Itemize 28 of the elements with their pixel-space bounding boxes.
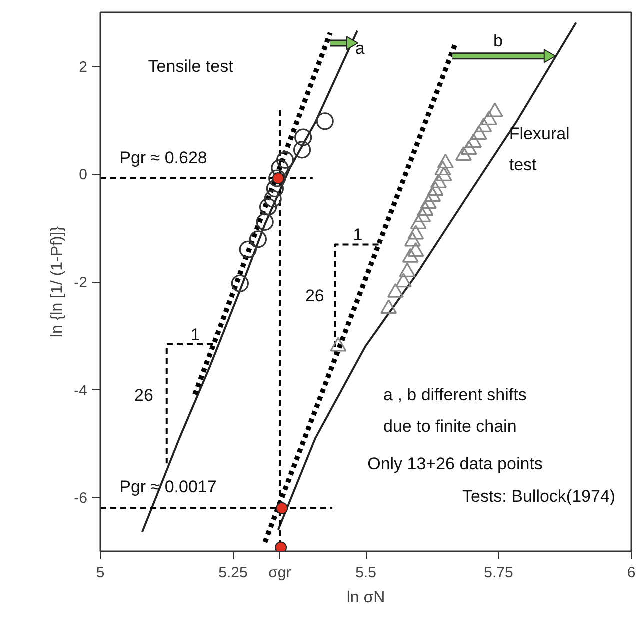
annotation: Flexural (509, 124, 570, 144)
y-axis-title: ln {ln [1/ (1-Pf)]} (49, 226, 66, 338)
y-tick-label: -6 (74, 490, 88, 508)
x-tick-label: 5 (96, 564, 105, 582)
annotation: due to finite chain (384, 416, 517, 436)
annotation: Tests: Bullock(1974) (462, 487, 616, 506)
y-tick-label: 2 (79, 58, 88, 76)
annotation: 26 (305, 286, 324, 306)
annotation: Tensile test (148, 56, 234, 76)
annotation: 26 (134, 386, 154, 406)
y-tick-label: -2 (74, 274, 88, 292)
x-tick-label: 6 (627, 564, 636, 582)
annotation: b (493, 32, 503, 51)
annotation: a (355, 39, 366, 58)
annotation: Pgr ≈ 0.628 (120, 148, 208, 168)
x-tick-label: σgr (268, 564, 292, 582)
y-tick-label: -4 (74, 382, 88, 400)
annotation: 1 (190, 325, 200, 344)
x-tick-label: 5.75 (484, 564, 514, 582)
annotation: Only 13+26 data points (368, 454, 543, 474)
y-tick-label: 0 (79, 166, 88, 184)
annotation: 1 (353, 226, 363, 245)
x-tick-label: 5.25 (218, 564, 248, 582)
x-tick-label: 5.5 (356, 564, 376, 582)
x-axis-title: ln σN (346, 590, 386, 606)
annotation: Pgr ≈ 0.0017 (120, 477, 217, 496)
annotation: a , b different shifts (384, 386, 527, 405)
annotation: test (509, 156, 538, 175)
